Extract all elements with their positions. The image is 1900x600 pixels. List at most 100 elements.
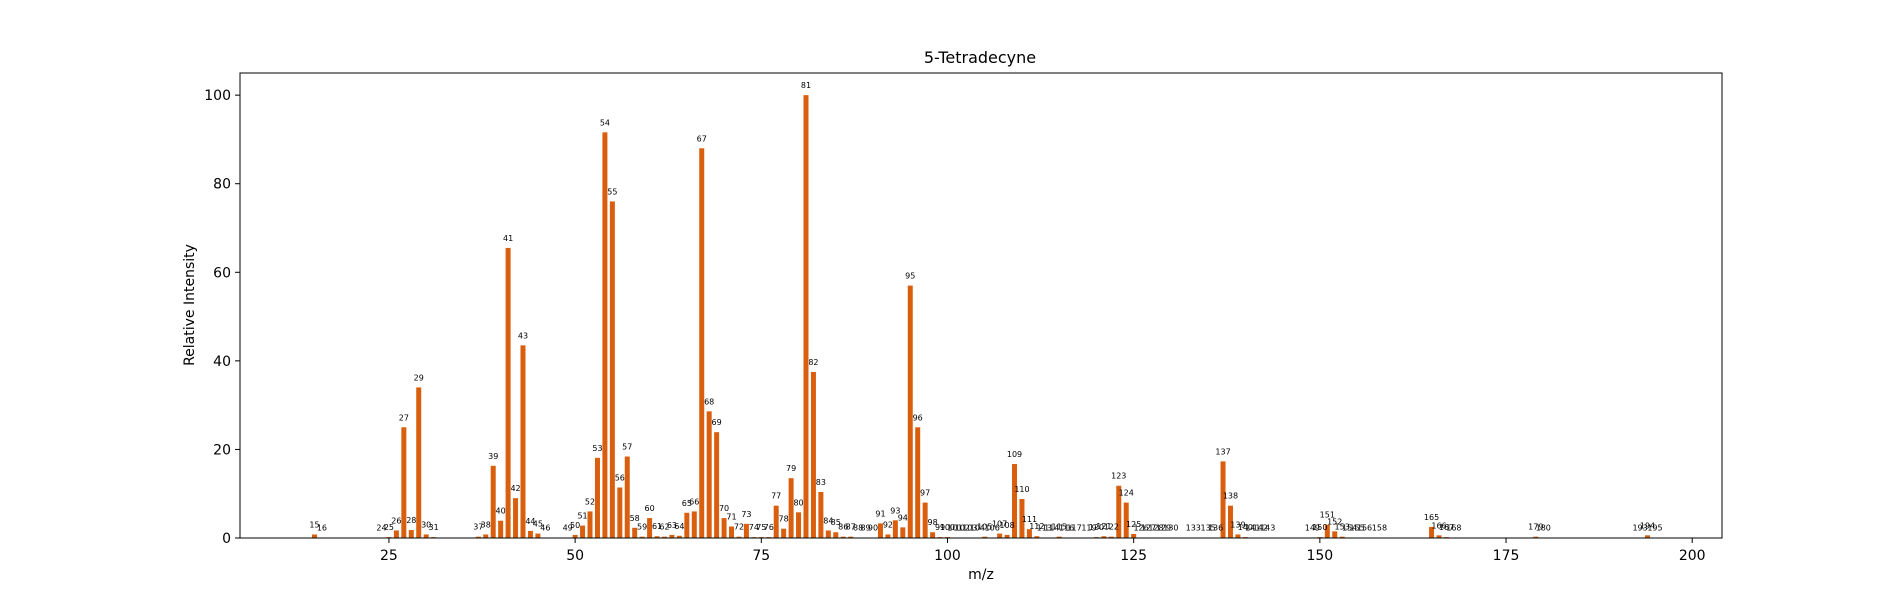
peak-label-121: 121 (1096, 522, 1111, 531)
bar-mz-98 (930, 532, 936, 538)
peak-label-119: 119 (1081, 524, 1096, 533)
y-axis-label: Relative Intensity (182, 244, 198, 366)
bar-mz-82 (810, 371, 816, 538)
peak-label-117: 117 (1066, 524, 1081, 533)
peak-label-111: 111 (1022, 515, 1037, 524)
peak-label-40: 40 (496, 507, 506, 516)
bar-mz-57 (624, 456, 630, 538)
bar-mz-137 (1220, 461, 1226, 538)
peak-label-54: 54 (600, 118, 610, 127)
peak-label-115: 115 (1052, 523, 1067, 532)
peak-label-120: 120 (1089, 523, 1104, 532)
peak-label-52: 52 (585, 497, 595, 506)
peak-label-129: 129 (1156, 524, 1171, 533)
peak-label-122: 122 (1104, 523, 1119, 532)
peak-label-65: 65 (682, 499, 692, 508)
peak-label-51: 51 (577, 512, 587, 521)
peak-label-101: 101 (947, 524, 962, 533)
peak-label-60: 60 (645, 504, 655, 513)
bar-mz-96 (915, 427, 921, 538)
y-tick-label: 80 (213, 177, 231, 193)
bar-mz-194 (1645, 535, 1651, 538)
x-tick-label: 50 (566, 548, 584, 564)
bar-mz-53 (594, 457, 600, 538)
peak-label-193: 193 (1632, 524, 1647, 533)
peak-label-114: 114 (1044, 524, 1059, 533)
bar-mz-80 (796, 512, 802, 538)
peak-label-127: 127 (1141, 524, 1156, 533)
peak-label-130: 130 (1163, 524, 1178, 533)
peak-label-92: 92 (883, 520, 893, 529)
peak-label-55: 55 (607, 187, 617, 196)
bar-mz-107 (997, 533, 1003, 538)
bar-mz-73 (743, 523, 749, 538)
peak-label-81: 81 (801, 81, 811, 90)
plot-frame (239, 72, 1723, 539)
bar-mz-59 (639, 536, 645, 538)
bar-mz-29 (416, 387, 422, 538)
bar-mz-58 (632, 527, 638, 538)
peak-label-69: 69 (712, 418, 722, 427)
bar-mz-60 (647, 518, 653, 538)
peak-label-135: 135 (1200, 524, 1215, 533)
bar-mz-84 (825, 530, 831, 538)
peak-label-137: 137 (1215, 447, 1230, 456)
peak-label-149: 149 (1305, 524, 1320, 533)
peak-label-25: 25 (384, 523, 394, 532)
bar-mz-50 (572, 534, 578, 538)
bar-mz-95 (907, 285, 913, 538)
bar-mz-43 (520, 345, 526, 538)
bar-mz-65 (684, 512, 690, 538)
bar-mz-79 (788, 478, 794, 538)
bars-layer (311, 95, 1658, 539)
y-tick-label: 60 (213, 265, 231, 281)
peak-label-76: 76 (764, 523, 774, 532)
peak-label-93: 93 (890, 506, 900, 515)
peak-label-38: 38 (481, 520, 491, 529)
bar-mz-93 (892, 520, 898, 538)
peak-label-97: 97 (920, 489, 930, 498)
peak-label-98: 98 (927, 518, 937, 527)
peak-label-107: 107 (992, 520, 1007, 529)
x-tick-label: 100 (934, 548, 961, 564)
y-tick-label: 100 (204, 88, 231, 104)
bar-mz-91 (877, 523, 883, 538)
bar-mz-92 (885, 534, 891, 538)
y-axis-ticks: 0 20 40 60 80 100 (204, 88, 240, 547)
bar-mz-85 (833, 532, 839, 538)
bar-mz-39 (490, 465, 496, 538)
peak-label-43: 43 (518, 331, 528, 340)
bar-mz-54 (602, 132, 608, 538)
bar-mz-77 (773, 505, 779, 538)
peak-label-179: 179 (1528, 523, 1543, 532)
peak-label-128: 128 (1148, 524, 1163, 533)
peak-label-96: 96 (913, 413, 923, 422)
bar-mz-165 (1429, 526, 1435, 538)
bar-mz-63 (669, 534, 675, 538)
peak-label-53: 53 (592, 444, 602, 453)
peak-label-44: 44 (525, 517, 535, 526)
x-tick-label: 25 (380, 548, 398, 564)
peak-label-88: 88 (853, 524, 863, 533)
x-tick-label: 175 (1493, 548, 1520, 564)
peak-label-68: 68 (704, 397, 714, 406)
peak-label-83: 83 (816, 478, 826, 487)
bar-mz-125 (1131, 534, 1137, 538)
bar-mz-109 (1012, 464, 1018, 538)
peak-label-150: 150 (1312, 523, 1327, 532)
bar-mz-66 (691, 511, 697, 538)
peak-label-27: 27 (399, 413, 409, 422)
peak-label-15: 15 (309, 520, 319, 529)
peak-label-80: 80 (793, 498, 803, 507)
bar-mz-30 (423, 534, 429, 538)
peak-label-31: 31 (429, 523, 439, 532)
bar-mz-28 (408, 530, 414, 538)
peak-label-125: 125 (1126, 520, 1141, 529)
bar-mz-72 (736, 536, 742, 538)
peak-label-136: 136 (1208, 524, 1223, 533)
x-axis-label: m/z (968, 567, 994, 583)
y-tick-label: 20 (213, 442, 231, 458)
bar-mz-42 (513, 498, 519, 538)
bar-mz-108 (1004, 534, 1010, 538)
peak-label-152: 152 (1327, 517, 1342, 526)
